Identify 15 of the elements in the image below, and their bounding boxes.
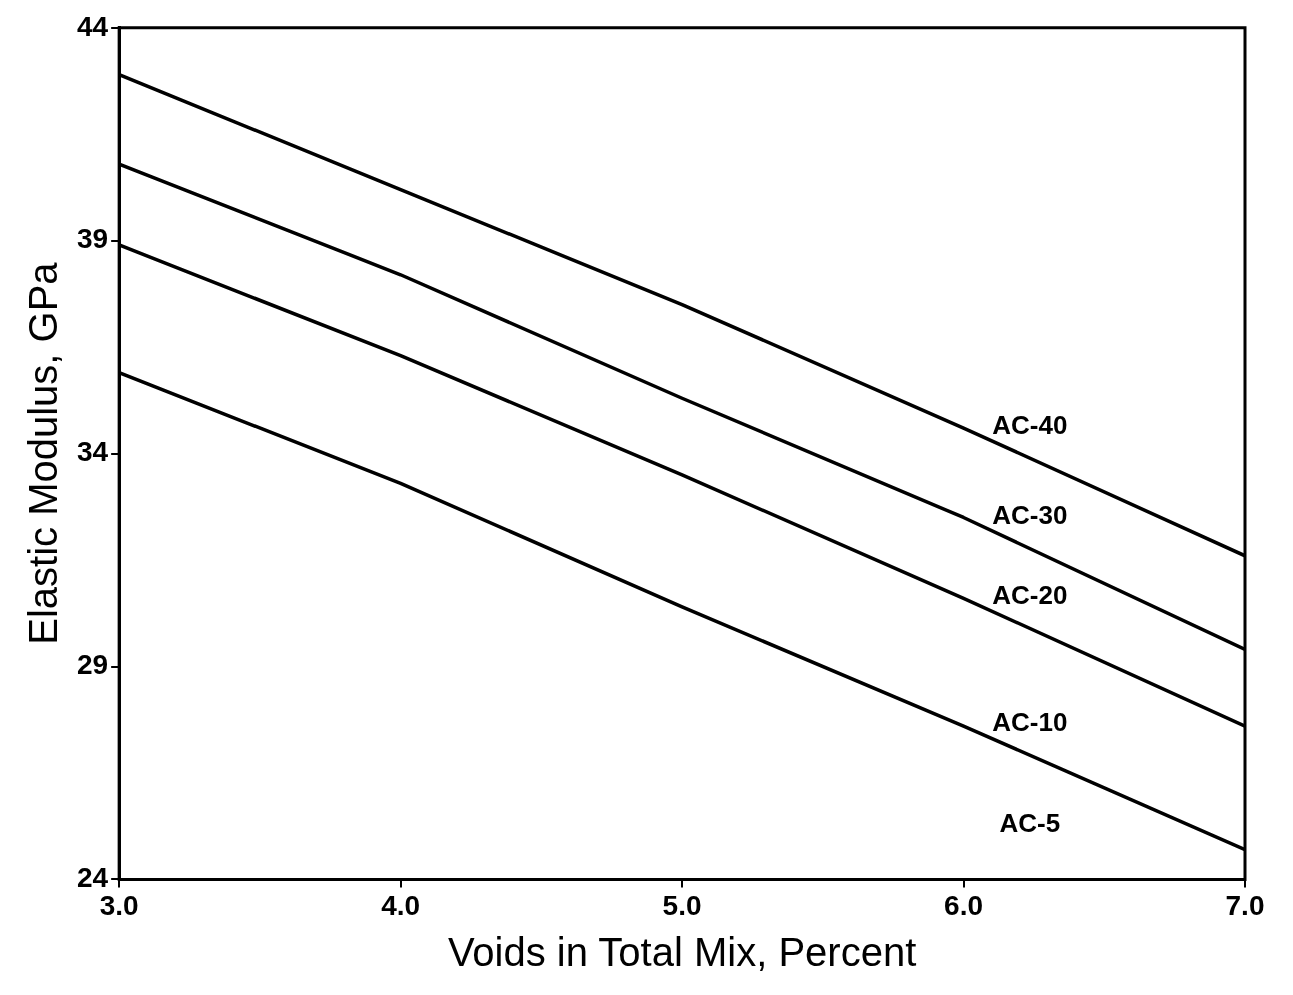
y-tick-label: 39	[76, 223, 109, 255]
x-tick-label: 6.0	[944, 889, 983, 921]
x-tick-label: 4.0	[381, 889, 421, 921]
series-label: AC-30	[992, 500, 1068, 531]
series-label: AC-10	[992, 706, 1068, 737]
x-tick-label: 5.0	[662, 889, 702, 921]
y-axis-title: Elastic Modulus, GPa	[21, 261, 66, 645]
x-axis-title: Voids in Total Mix, Percent	[447, 930, 917, 975]
y-tick-label: 34	[76, 436, 109, 468]
y-tick-label: 44	[76, 10, 109, 42]
series-label: AC-40	[992, 409, 1068, 440]
y-tick-label: 29	[76, 649, 109, 681]
series-label: AC-20	[992, 580, 1068, 611]
x-tick-label: 7.0	[1225, 889, 1265, 921]
annotation: AC-5	[999, 807, 1061, 838]
